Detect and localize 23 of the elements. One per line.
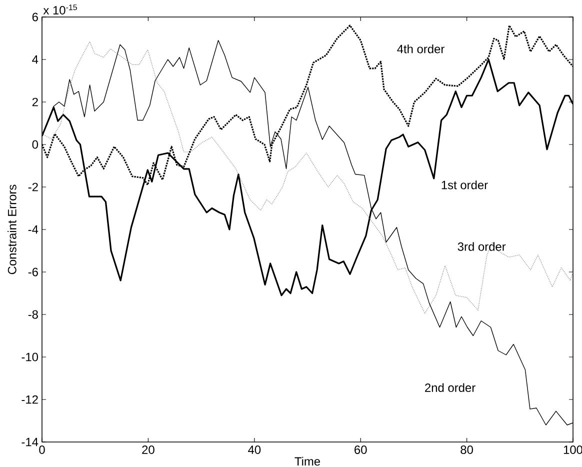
y-axis-title: Constraint Errors xyxy=(8,184,16,274)
y-tick-label: -10 xyxy=(22,352,38,362)
x-tick-label: 80 xyxy=(460,446,473,454)
y-tick-label: 2 xyxy=(32,98,38,106)
x-tick-label: 40 xyxy=(248,446,261,454)
y-tick-label: 0 xyxy=(32,140,38,149)
annotation: 3rd order xyxy=(458,242,506,251)
y-tick-label: -14 xyxy=(22,438,38,446)
annotation: 1st order xyxy=(442,180,488,190)
y-tick-label: 6 xyxy=(32,12,38,22)
x-tick-label: 0 xyxy=(39,446,45,454)
annotation: 2nd order xyxy=(425,383,476,392)
y-tick-label: -12 xyxy=(22,395,38,404)
x-axis-title: Time xyxy=(294,456,320,466)
y-tick-label: -6 xyxy=(28,268,38,276)
annotation: 4th order xyxy=(397,44,444,54)
x-tick-label: 60 xyxy=(354,446,367,454)
y-tick-label: -2 xyxy=(28,182,38,192)
y-tick-label: -4 xyxy=(28,225,38,234)
y-tick-label: -8 xyxy=(28,310,38,319)
text: x 10$^{-15}$ xyxy=(43,4,77,15)
x-tick-label: 20 xyxy=(142,446,154,454)
y-tick-label: 4 xyxy=(32,55,38,64)
